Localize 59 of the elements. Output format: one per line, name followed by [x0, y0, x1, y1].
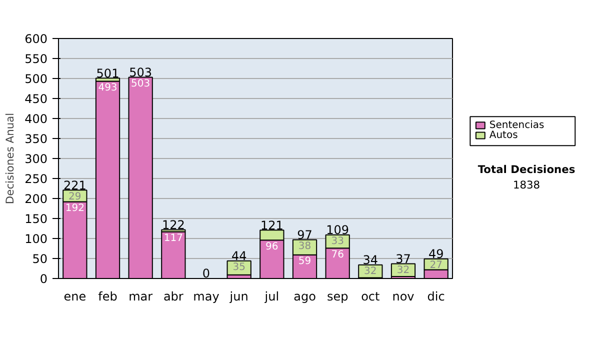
total-label: 501 [96, 66, 120, 80]
data-label: 35 [232, 262, 246, 274]
data-label: 192 [65, 202, 84, 214]
total-label: 49 [428, 247, 444, 262]
data-label: 32 [396, 264, 410, 276]
x-tick-label: mar [128, 290, 153, 304]
total-label: 121 [260, 218, 284, 232]
x-tick-label: sep [326, 290, 348, 304]
data-label: 32 [364, 266, 377, 278]
data-label: 29 [68, 191, 82, 202]
text: Total Decisiones [478, 163, 576, 176]
data-label: 117 [164, 232, 183, 244]
bar [128, 76, 153, 278]
y-tick-label: 300 [24, 152, 48, 166]
legend-label: Autos [489, 130, 518, 142]
y-tick-label: 450 [24, 92, 48, 106]
x-tick-label: nov [392, 290, 414, 304]
bar [95, 80, 120, 278]
total-label: 0 [202, 266, 210, 281]
x-tick-label: jul [264, 290, 280, 304]
data-label: 76 [331, 249, 344, 260]
total-label: 97 [297, 228, 312, 242]
x-tick-label: feb [98, 290, 118, 304]
total-label: 122 [162, 218, 185, 232]
y-tick-label: 250 [24, 172, 48, 186]
x-tick-label: abr [163, 290, 184, 304]
data-label: 38 [298, 240, 312, 252]
total-label: 34 [362, 253, 378, 268]
x-tick-label: may [193, 290, 220, 304]
data-label: 27 [430, 260, 442, 272]
y-tick-label: 500 [24, 72, 48, 86]
x-tick-label: jun [228, 290, 248, 304]
y-tick-label: 600 [24, 32, 48, 46]
y-tick-label: 0 [40, 272, 48, 286]
y-tick-label: 150 [24, 212, 48, 226]
data-label: 493 [98, 82, 118, 94]
y-tick-label: 200 [24, 192, 48, 206]
data-label: 503 [131, 78, 150, 90]
y-tick-label: 100 [24, 232, 48, 246]
legend-label: Sentencias [489, 120, 544, 131]
y-tick-label: 550 [24, 52, 48, 66]
y-tick-label: 350 [24, 132, 48, 146]
x-tick-label: ene [64, 290, 86, 304]
data-label: 59 [298, 256, 312, 268]
data-label: 96 [266, 241, 278, 252]
y-tick-label: 50 [32, 252, 48, 266]
total-label: 221 [63, 178, 86, 192]
total-label: 37 [396, 252, 411, 266]
x-tick-label: dic [427, 290, 445, 304]
y-axis-title: Decisiones Anual [4, 112, 17, 204]
total-label: 44 [231, 249, 247, 264]
y-tick-label: 400 [24, 112, 48, 126]
total-label: 109 [326, 223, 350, 238]
x-tick-label: ago [294, 290, 316, 304]
total-label: 503 [129, 66, 152, 80]
x-tick-label: oct [361, 290, 380, 304]
bar [161, 231, 186, 278]
data-label: 33 [331, 236, 344, 248]
text: 1838 [512, 178, 540, 192]
